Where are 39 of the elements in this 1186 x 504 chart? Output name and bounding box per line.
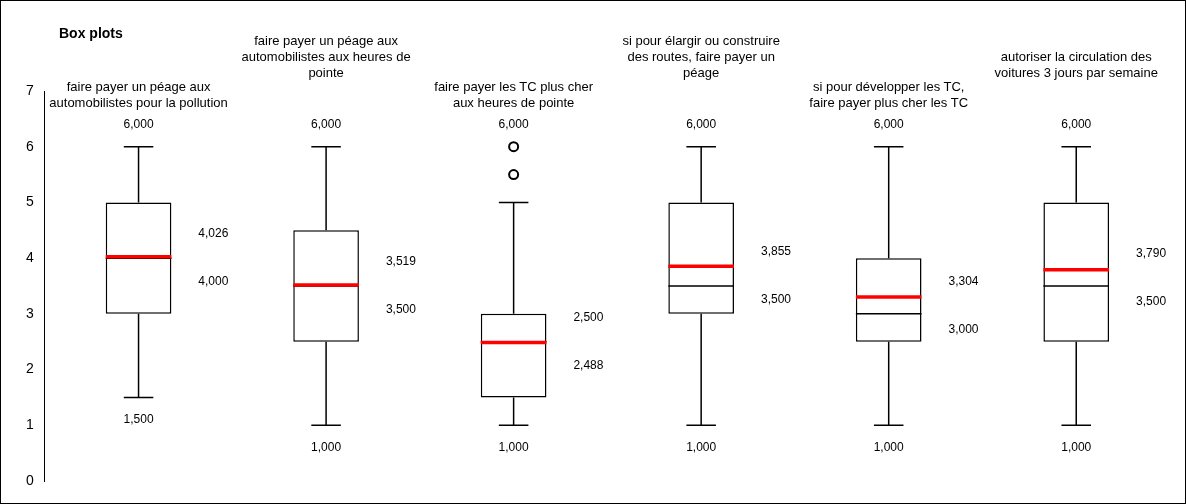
y-tick-label: 4	[25, 249, 34, 265]
annotation: 6,000	[311, 117, 342, 132]
x-tick-label: faire payer les TC plus cher aux heures de pointe	[434, 79, 594, 110]
y-tick-label: 0	[25, 471, 34, 488]
annotation: 4,026	[198, 225, 229, 240]
annotation: 3,790	[1136, 246, 1167, 261]
chart-title: Box plots	[59, 25, 123, 41]
annotation: 6,000	[1061, 117, 1092, 132]
annotation: 3,500	[1136, 294, 1167, 309]
annotation: 6,000	[123, 117, 154, 132]
annotation: 1,000	[873, 439, 905, 454]
y-tick-label: 3	[25, 304, 34, 321]
x-tick-label: si pour développer les TC, faire payer plus cher les TC	[809, 79, 969, 110]
annotation: 3,500	[385, 301, 417, 316]
annotation: 3,304	[948, 273, 979, 288]
y-tick-label: 6	[25, 137, 34, 154]
y-tick-label: 7	[25, 81, 34, 98]
annotation: 2,488	[573, 358, 604, 373]
x-tick-label: si pour élargir ou construire des routes, faire payer un péage	[622, 33, 780, 80]
x-tick-label: faire payer un péage aux automobilistes aux heures de pointe	[241, 33, 411, 80]
annotation: 1,000	[498, 439, 529, 454]
x-tick-label: faire payer un péage aux automobilistes pour la pollution	[49, 79, 228, 110]
annotation: 1,000	[1061, 439, 1092, 454]
annotation: 3,519	[385, 253, 417, 268]
y-tick-label: 2	[25, 360, 34, 377]
annotation: 1,000	[311, 439, 342, 454]
annotation: 6,000	[686, 117, 717, 132]
annotation: 1,500	[123, 411, 154, 426]
y-tick-label: 5	[25, 193, 34, 210]
x-tick-label: autoriser la circulation des voitures 3 jours par semaine	[994, 49, 1158, 80]
annotation: 3,855	[760, 244, 792, 259]
annotation: 1,000	[686, 439, 717, 454]
annotation: 3,500	[760, 292, 792, 307]
annotation: 3,000	[948, 321, 979, 336]
annotation: 4,000	[198, 273, 229, 288]
annotation: 6,000	[498, 117, 529, 132]
annotation: 2,500	[573, 310, 604, 325]
y-tick-label: 1	[25, 416, 34, 433]
annotation: 6,000	[873, 117, 905, 132]
